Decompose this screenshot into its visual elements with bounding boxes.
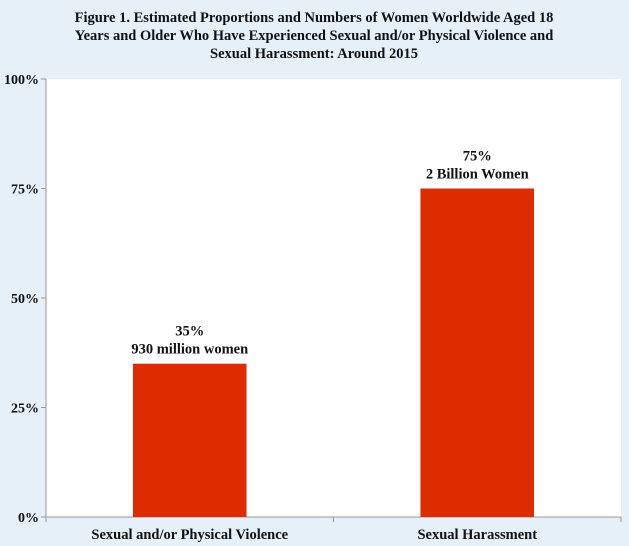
chart-title-line-2: Years and Older Who Have Experienced Sex… [75,28,554,44]
x-category-label: Sexual Harassment [417,527,537,543]
bar-data-label: 2 Billion Women [426,167,529,183]
y-tick-label: 75% [11,183,39,198]
y-tick-label: 0% [18,511,39,526]
y-tick-label: 100% [4,73,39,88]
bar [420,188,535,517]
y-tick-label: 25% [11,402,39,417]
bar-data-label: 75% [463,149,492,165]
chart-title: Figure 1. Estimated Proportions and Numb… [75,10,554,62]
bar-data-label: 35% [175,324,204,340]
chart-title-line-3: Sexual Harassment: Around 2015 [210,46,418,62]
chart-title-line-1: Figure 1. Estimated Proportions and Numb… [75,10,554,26]
bar [132,363,247,517]
y-tick-label: 50% [11,292,39,307]
bar-data-label: 930 million women [131,342,248,358]
x-category-label: Sexual and/or Physical Violence [91,527,288,543]
plot-area [46,79,621,517]
